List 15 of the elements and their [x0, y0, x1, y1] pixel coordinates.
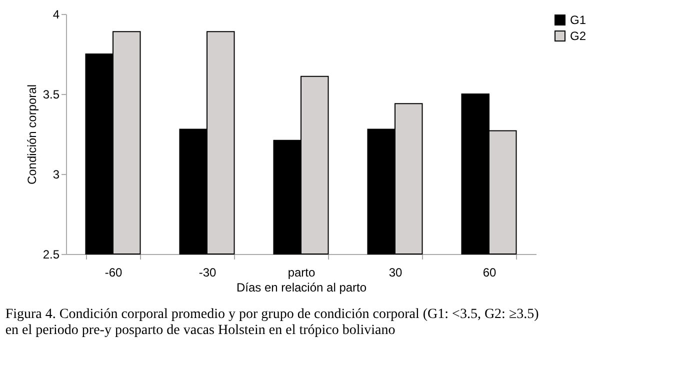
y-tick-label: 4: [52, 8, 60, 22]
y-tick-label: 3: [52, 168, 60, 182]
x-tick-label: parto: [288, 266, 316, 280]
text: en el periodo pre-y posparto de vacas Holstein en el trópico boliviano: [5, 323, 396, 338]
x-axis-title: Días en relación al parto: [236, 280, 367, 294]
x-tick-label: 60: [482, 266, 496, 280]
x-tick-label: 30: [388, 266, 402, 280]
legend-label: G1: [570, 13, 586, 27]
y-tick-label: 2.5: [42, 248, 60, 262]
legend-label: G2: [570, 29, 586, 43]
y-axis-title: Condición corporal: [24, 84, 39, 185]
x-tick-label: -60: [104, 266, 122, 280]
x-tick-label: -30: [198, 266, 216, 280]
text: Figura 4. Condición corporal promedio y por grupo de condición corporal (G1: <3.5, G2: ≥3.5): [5, 307, 540, 322]
y-tick-label: 3.5: [42, 88, 60, 102]
